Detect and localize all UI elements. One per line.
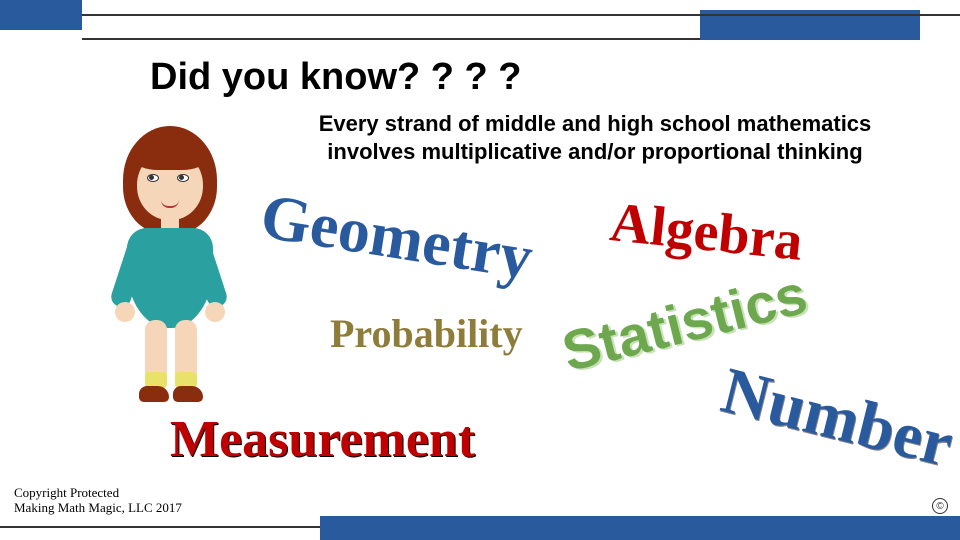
- decor-bar-top-left: [0, 0, 82, 30]
- copyright-line-2: Making Math Magic, LLC 2017: [14, 500, 212, 516]
- copyright-icon: ©: [932, 498, 948, 514]
- decor-line-top-2: [82, 38, 700, 40]
- slide-subtitle: Every strand of middle and high school m…: [310, 110, 880, 165]
- copyright-box: Copyright Protected Making Math Magic, L…: [8, 481, 218, 520]
- strand-probability: Probability: [330, 310, 523, 357]
- girl-illustration: [95, 120, 245, 420]
- decor-bar-bottom: [320, 516, 960, 540]
- decor-line-top-1: [82, 14, 960, 16]
- copyright-line-1: Copyright Protected: [14, 485, 212, 501]
- strand-number: Number: [714, 353, 960, 484]
- decor-line-bottom: [0, 526, 320, 528]
- strand-geometry: Geometry: [256, 179, 538, 295]
- strand-measurement: Measurement: [170, 410, 475, 469]
- strand-algebra: Algebra: [607, 190, 805, 274]
- slide-title: Did you know? ? ? ?: [150, 56, 522, 99]
- slide: Did you know? ? ? ? Every strand of midd…: [0, 0, 960, 540]
